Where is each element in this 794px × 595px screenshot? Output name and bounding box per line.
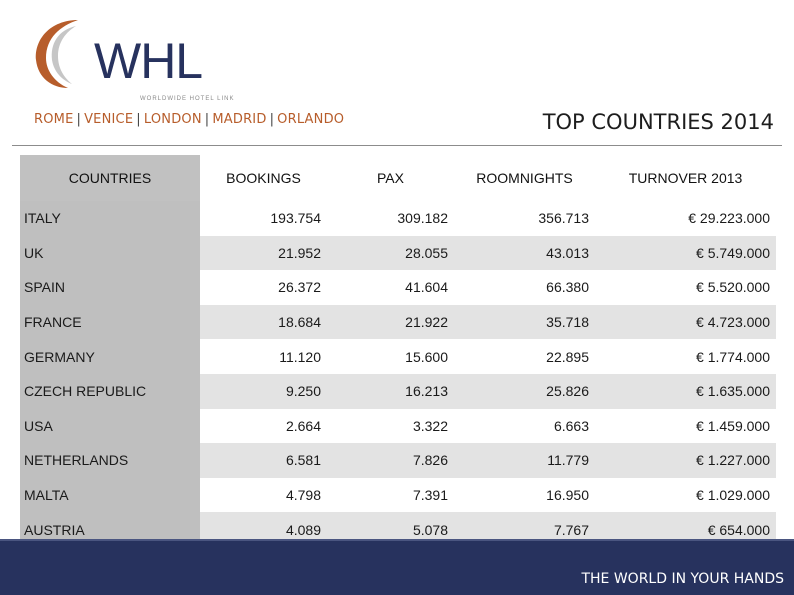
- cell-roomnights: 6.663: [454, 408, 595, 444]
- cell-bookings: 4.798: [200, 477, 327, 513]
- cell-roomnights: 356.713: [454, 201, 595, 236]
- cell-bookings: 2.664: [200, 408, 327, 444]
- cell-roomnights: 43.013: [454, 235, 595, 271]
- header-bookings: BOOKINGS: [200, 155, 327, 201]
- cell-country: SPAIN: [20, 270, 200, 305]
- table-header-row: COUNTRIES BOOKINGS PAX ROOMNIGHTS TURNOV…: [20, 155, 776, 201]
- countries-table-container: COUNTRIES BOOKINGS PAX ROOMNIGHTS TURNOV…: [20, 155, 776, 547]
- cell-bookings: 9.250: [200, 373, 327, 409]
- table-row: ITALY 193.754 309.182 356.713 € 29.223.0…: [20, 201, 776, 236]
- footer-slogan: THE WORLD IN YOUR HANDS: [581, 571, 784, 587]
- city-rome: ROME: [34, 112, 74, 127]
- city-madrid: MADRID: [212, 112, 267, 127]
- cell-bookings: 193.754: [200, 201, 327, 236]
- countries-table: COUNTRIES BOOKINGS PAX ROOMNIGHTS TURNOV…: [20, 155, 776, 547]
- table-row: SPAIN 26.372 41.604 66.380 € 5.520.000: [20, 270, 776, 305]
- footer-bar: THE WORLD IN YOUR HANDS: [0, 539, 794, 595]
- page-title: TOP COUNTRIES 2014: [542, 110, 774, 134]
- cell-country: UK: [20, 235, 200, 271]
- cell-pax: 15.600: [327, 339, 454, 374]
- cell-turnover: € 1.029.000: [595, 477, 776, 513]
- cell-country: USA: [20, 408, 200, 444]
- header-divider: [12, 145, 782, 146]
- cell-turnover: € 4.723.000: [595, 304, 776, 340]
- table-row: GERMANY 11.120 15.600 22.895 € 1.774.000: [20, 339, 776, 374]
- logo-arc-icon: [35, 20, 78, 88]
- cell-roomnights: 66.380: [454, 270, 595, 305]
- cell-country: GERMANY: [20, 339, 200, 374]
- cell-turnover: € 5.520.000: [595, 270, 776, 305]
- cell-roomnights: 35.718: [454, 304, 595, 340]
- cell-roomnights: 22.895: [454, 339, 595, 374]
- whl-logo: WHL WORLDWIDE HOTEL LINK: [30, 14, 233, 102]
- table-row: FRANCE 18.684 21.922 35.718 € 4.723.000: [20, 304, 776, 340]
- table-row: UK 21.952 28.055 43.013 € 5.749.000: [20, 235, 776, 271]
- cell-pax: 7.391: [327, 477, 454, 513]
- city-london: LONDON: [143, 112, 202, 127]
- table-row: NETHERLANDS 6.581 7.826 11.779 € 1.227.0…: [20, 443, 776, 478]
- cell-pax: 16.213: [327, 373, 454, 409]
- table-row: CZECH REPUBLIC 9.250 16.213 25.826 € 1.6…: [20, 373, 776, 409]
- cell-bookings: 11.120: [200, 339, 327, 374]
- header-roomnights: ROOMNIGHTS: [454, 155, 595, 201]
- city-venice: VENICE: [84, 112, 134, 127]
- cell-roomnights: 16.950: [454, 477, 595, 513]
- city-orlando: ORLANDO: [277, 112, 345, 127]
- table-row: MALTA 4.798 7.391 16.950 € 1.029.000: [20, 477, 776, 513]
- cell-country: NETHERLANDS: [20, 443, 200, 478]
- cell-country: CZECH REPUBLIC: [20, 373, 200, 409]
- cell-bookings: 21.952: [200, 235, 327, 271]
- header-countries: COUNTRIES: [20, 155, 200, 201]
- cell-bookings: 6.581: [200, 443, 327, 478]
- cell-bookings: 18.684: [200, 304, 327, 340]
- cell-pax: 21.922: [327, 304, 454, 340]
- cell-pax: 41.604: [327, 270, 454, 305]
- cell-turnover: € 1.459.000: [595, 408, 776, 444]
- cell-turnover: € 5.749.000: [595, 235, 776, 271]
- cell-country: MALTA: [20, 477, 200, 513]
- cell-turnover: € 1.774.000: [595, 339, 776, 374]
- cell-turnover: € 1.635.000: [595, 373, 776, 409]
- cell-roomnights: 11.779: [454, 443, 595, 478]
- cell-roomnights: 25.826: [454, 373, 595, 409]
- logo-tagline: WORLDWIDE HOTEL LINK: [140, 96, 235, 102]
- cell-bookings: 26.372: [200, 270, 327, 305]
- cell-pax: 28.055: [327, 235, 454, 271]
- cell-country: ITALY: [20, 201, 200, 236]
- cell-country: FRANCE: [20, 304, 200, 340]
- cell-pax: 3.322: [327, 408, 454, 444]
- header-pax: PAX: [327, 155, 454, 201]
- logo-text: WHL: [94, 33, 203, 89]
- cell-turnover: € 29.223.000: [595, 201, 776, 236]
- cell-pax: 309.182: [327, 201, 454, 236]
- header-turnover: TURNOVER 2013: [595, 155, 776, 201]
- table-row: USA 2.664 3.322 6.663 € 1.459.000: [20, 408, 776, 444]
- cities-list: ROME | VENICE | LONDON | MADRID | ORLANDO: [34, 112, 345, 127]
- cell-turnover: € 1.227.000: [595, 443, 776, 478]
- cell-pax: 7.826: [327, 443, 454, 478]
